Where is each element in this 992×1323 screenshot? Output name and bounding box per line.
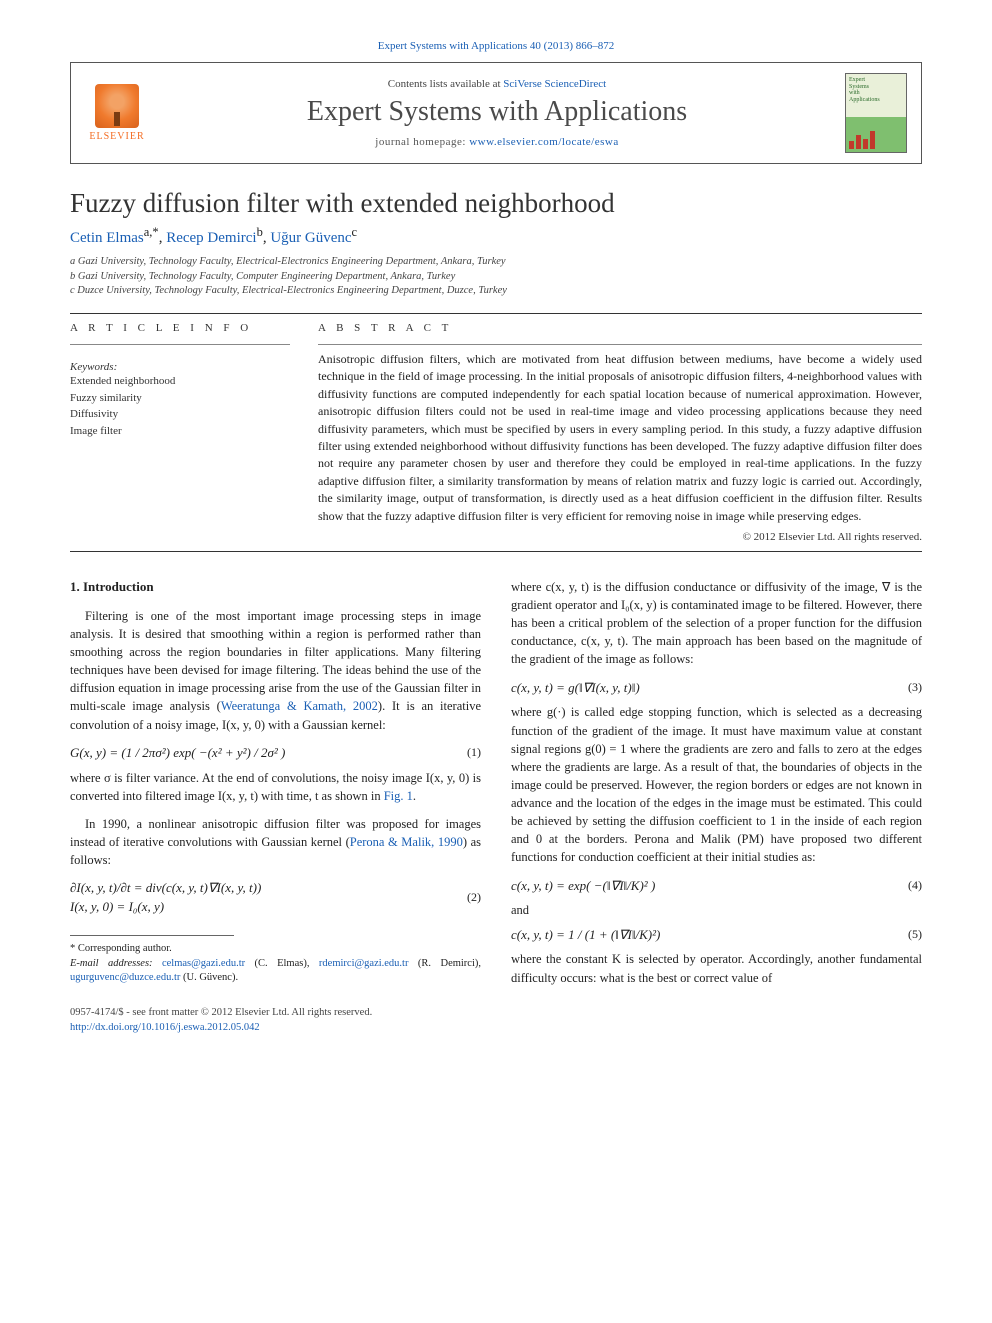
emails-label: E-mail addresses: [70,958,162,969]
contents-line: Contents lists available at SciVerse Sci… [163,78,831,90]
para: where σ is filter variance. At the end o… [70,769,481,805]
cover-line: with [849,90,860,97]
keywords-label: Keywords: [70,361,290,373]
keywords-list: Extended neighborhood Fuzzy similarity D… [70,373,290,439]
cover-line: Expert [849,77,865,84]
para: Filtering is one of the most important i… [70,607,481,734]
rule [70,344,290,345]
journal-name: Expert Systems with Applications [163,96,831,128]
author-link[interactable]: Cetin Elmas [70,230,144,246]
equation-row: c(x, y, t) = exp( −(‖∇I‖/K)² ) (4) [511,877,922,896]
cover-line: Applications [849,97,880,104]
equation-row: c(x, y, t) = 1 / (1 + (‖∇I‖/K)²) (5) [511,926,922,945]
journal-cover-thumb: Expert Systems with Applications [845,73,907,153]
abstract-copyright: © 2012 Elsevier Ltd. All rights reserved… [318,531,922,543]
keyword: Fuzzy similarity [70,390,290,407]
affiliation: c Duzce University, Technology Faculty, … [70,284,922,299]
keyword: Diffusivity [70,406,290,423]
equation: ∂I(x, y, t)/∂t = div(c(x, y, t)∇I(x, y, … [70,879,261,898]
corresponding-author: * Corresponding author. [70,942,481,957]
email-who: (U. Güvenc). [183,972,238,983]
article-info-col: A R T I C L E I N F O Keywords: Extended… [70,322,290,543]
keyword: Image filter [70,423,290,440]
publisher-name: ELSEVIER [89,131,144,142]
para: where c(x, y, t) is the diffusion conduc… [511,578,922,669]
para: and [511,901,922,919]
para: where the constant K is selected by oper… [511,950,922,986]
doi-link[interactable]: http://dx.doi.org/10.1016/j.eswa.2012.05… [70,1022,260,1033]
email-who: (C. Elmas) [255,958,307,969]
emails-line: E-mail addresses: celmas@gazi.edu.tr (C.… [70,957,481,986]
header-center: Contents lists available at SciVerse Sci… [163,78,831,148]
para: where g(·) is called edge stopping funct… [511,703,922,866]
section-heading-intro: 1. Introduction [70,578,481,597]
journal-header: ELSEVIER Contents lists available at Sci… [70,62,922,164]
equation-number: (3) [908,679,922,696]
author-link[interactable]: Recep Demirci [166,230,256,246]
footnotes: * Corresponding author. E-mail addresses… [70,942,481,986]
equation-number: (5) [908,926,922,943]
author-link[interactable]: Uğur Güvenc [270,230,351,246]
email-who: (R. Demirci) [418,958,478,969]
journal-homepage: journal homepage: www.elsevier.com/locat… [163,136,831,148]
keyword: Extended neighborhood [70,373,290,390]
article-info-heading: A R T I C L E I N F O [70,322,290,334]
email-link[interactable]: ugurguvenc@duzce.edu.tr [70,972,180,983]
para: In 1990, a nonlinear anisotropic diffusi… [70,815,481,869]
equation: c(x, y, t) = exp( −(‖∇I‖/K)² ) [511,877,655,896]
abstract-text: Anisotropic diffusion filters, which are… [318,351,922,525]
contents-label: Contents lists available at [388,78,503,90]
equation-system: ∂I(x, y, t)/∂t = div(c(x, y, t)∇I(x, y, … [70,879,261,917]
equation: I(x, y, 0) = I₀(x, y) [70,898,261,917]
rule [70,313,922,314]
author-sup: c [352,225,358,239]
rule [318,344,922,345]
issn-line: 0957-4174/$ - see front matter © 2012 El… [70,1006,481,1021]
cover-bars-icon [849,131,875,149]
article-title: Fuzzy diffusion filter with extended nei… [70,188,922,219]
authors-line: Cetin Elmasa,*, Recep Demircib, Uğur Güv… [70,225,922,247]
email-link[interactable]: rdemirci@gazi.edu.tr [319,958,409,969]
page-root: Expert Systems with Applications 40 (201… [0,0,992,1065]
equation: G(x, y) = (1 / 2πσ²) exp( −(x² + y²) / 2… [70,744,285,763]
publisher-logo: ELSEVIER [85,77,149,149]
affiliation: a Gazi University, Technology Faculty, E… [70,255,922,270]
info-abstract-row: A R T I C L E I N F O Keywords: Extended… [70,322,922,543]
equation: c(x, y, t) = g(‖∇I(x, y, t)‖) [511,679,640,698]
top-citation-text: Expert Systems with Applications 40 (201… [378,40,614,52]
home-label: journal homepage: [375,136,469,148]
author-sup: a,* [144,225,159,239]
citation-link[interactable]: Perona & Malik, 1990 [350,835,463,849]
equation-number: (4) [908,877,922,894]
citation-link[interactable]: Weeratunga & Kamath, 2002 [221,699,378,713]
sciencedirect-link[interactable]: SciVerse ScienceDirect [503,78,606,90]
elsevier-tree-icon [95,84,139,128]
equation: c(x, y, t) = 1 / (1 + (‖∇I‖/K)²) [511,926,660,945]
equation-row: ∂I(x, y, t)/∂t = div(c(x, y, t)∇I(x, y, … [70,879,481,917]
figure-link[interactable]: Fig. 1 [384,789,413,803]
footnote-separator [70,935,234,936]
affiliation: b Gazi University, Technology Faculty, C… [70,270,922,285]
abstract-heading: A B S T R A C T [318,322,922,334]
author-sup: b [257,225,263,239]
equation-row: c(x, y, t) = g(‖∇I(x, y, t)‖) (3) [511,679,922,698]
abstract-col: A B S T R A C T Anisotropic diffusion fi… [318,322,922,543]
affiliations: a Gazi University, Technology Faculty, E… [70,255,922,299]
home-link[interactable]: www.elsevier.com/locate/eswa [469,136,619,148]
top-citation: Expert Systems with Applications 40 (201… [70,40,922,52]
rule [70,551,922,552]
body-columns: 1. Introduction Filtering is one of the … [70,578,922,1035]
equation-number: (1) [467,744,481,761]
cover-line: Systems [849,84,869,91]
bottom-block: 0957-4174/$ - see front matter © 2012 El… [70,1006,481,1035]
equation-number: (2) [467,889,481,906]
equation-row: G(x, y) = (1 / 2πσ²) exp( −(x² + y²) / 2… [70,744,481,763]
email-link[interactable]: celmas@gazi.edu.tr [162,958,245,969]
